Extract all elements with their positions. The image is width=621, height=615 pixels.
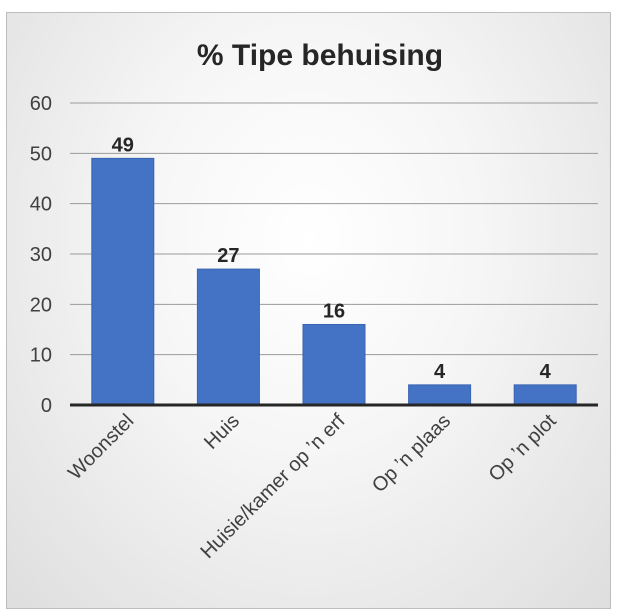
x-tick-label: Op ’n plot — [485, 410, 561, 486]
bar — [196, 268, 260, 406]
y-tick-label: 50 — [30, 143, 52, 165]
bar — [408, 384, 472, 406]
bar — [91, 157, 155, 406]
bar — [302, 323, 366, 406]
data-label: 27 — [217, 245, 239, 267]
x-tick-label: Huis — [200, 410, 244, 454]
chart-title: % Tipe behuising — [197, 39, 443, 72]
data-label: 4 — [434, 361, 446, 383]
y-axis-ticks: 0 10 20 30 40 50 60 — [30, 93, 52, 417]
y-tick-label: 20 — [30, 294, 52, 316]
y-tick-label: 60 — [30, 93, 52, 115]
y-tick-label: 40 — [30, 194, 52, 216]
data-label: 4 — [540, 361, 552, 383]
gridlines — [70, 102, 598, 356]
y-tick-label: 30 — [30, 244, 52, 266]
data-labels: 49 27 16 4 4 — [112, 134, 552, 383]
y-tick-label: 10 — [30, 345, 52, 367]
data-label: 49 — [112, 134, 134, 156]
bar — [513, 384, 577, 406]
y-tick-label: 0 — [41, 395, 52, 417]
data-label: 16 — [323, 300, 345, 322]
x-tick-label: Op ’n plaas — [368, 410, 455, 497]
bars — [91, 157, 577, 406]
x-tick-label: Woonstel — [64, 410, 138, 484]
